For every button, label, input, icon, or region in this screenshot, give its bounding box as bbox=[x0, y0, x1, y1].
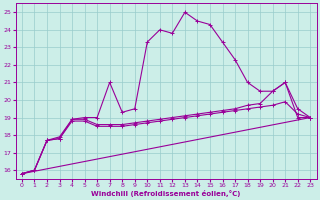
X-axis label: Windchill (Refroidissement éolien,°C): Windchill (Refroidissement éolien,°C) bbox=[92, 190, 241, 197]
